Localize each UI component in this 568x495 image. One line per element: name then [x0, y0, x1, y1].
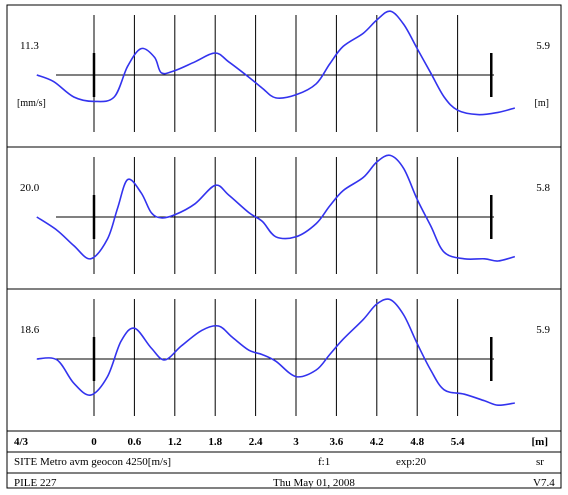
x-tick-label-2: 1.2 — [168, 436, 182, 448]
x-tick-label-6: 3.6 — [330, 436, 344, 448]
left-value-0: 11.3 — [20, 40, 39, 52]
left-value-2: 18.6 — [20, 324, 40, 336]
x-tick-label-8: 4.8 — [410, 436, 424, 448]
x-unit-label: [m] — [532, 436, 549, 448]
factor-label: f:1 — [318, 456, 331, 468]
scale-label: 4/3 — [14, 436, 29, 448]
x-tick-label-0: 0 — [91, 436, 97, 448]
x-tick-label-4: 2.4 — [249, 436, 263, 448]
left-unit-0: [mm/s] — [17, 98, 46, 109]
mode-label: sr — [536, 456, 544, 468]
x-tick-label-3: 1.8 — [208, 436, 222, 448]
x-tick-label-7: 4.2 — [370, 436, 384, 448]
left-value-1: 20.0 — [20, 182, 40, 194]
signal-line-0 — [36, 10, 516, 116]
date-label: Thu May 01, 2008 — [273, 477, 355, 489]
x-tick-label-9: 5.4 — [451, 436, 465, 448]
right-unit-0: [m] — [535, 98, 549, 109]
right-value-1: 5.8 — [536, 182, 550, 194]
site-label: SITE Metro avm geocon 4250[m/s] — [14, 456, 172, 468]
x-tick-label-5: 3 — [293, 436, 299, 448]
signal-line-2 — [36, 298, 515, 407]
right-value-2: 5.9 — [536, 324, 550, 336]
pile-label: PILE 227 — [14, 477, 57, 489]
version-label: V7.4 — [533, 477, 555, 489]
chart-frame — [6, 4, 562, 489]
exp-label: exp:20 — [396, 456, 426, 468]
signal-line-1 — [36, 154, 516, 262]
right-value-0: 5.9 — [536, 40, 550, 52]
x-tick-label-1: 0.6 — [128, 436, 142, 448]
